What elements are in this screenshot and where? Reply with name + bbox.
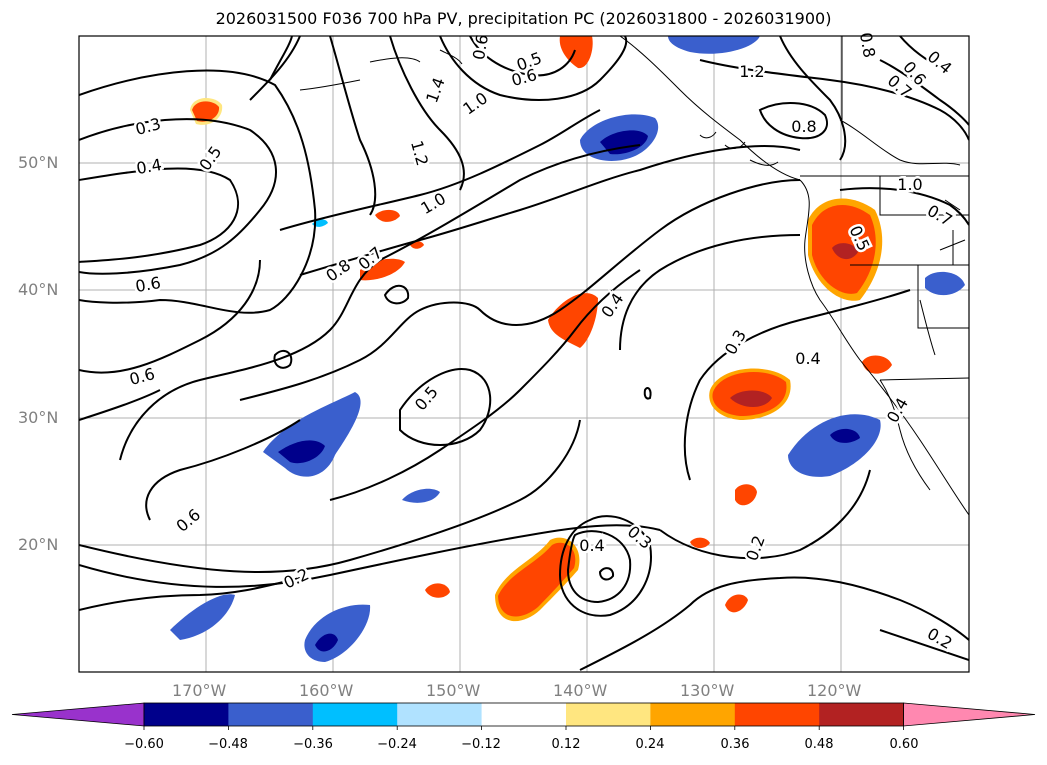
lat-label-50: 50°N bbox=[18, 153, 59, 172]
contour-label: 0.2 bbox=[742, 533, 769, 563]
contour-label: 0.4 bbox=[924, 47, 956, 78]
map-title: 2026031500 F036 700 hPa PV, precipitatio… bbox=[215, 9, 832, 28]
colorbar-tick: −0.48 bbox=[208, 737, 248, 752]
lat-label-20: 20°N bbox=[18, 535, 59, 554]
contour-label: 1.0 bbox=[417, 189, 449, 218]
lon-label-160w: 160°W bbox=[299, 681, 354, 700]
pv-contours bbox=[79, 36, 969, 671]
lon-label-140w: 140°W bbox=[553, 681, 608, 700]
colorbar-tick: 0.48 bbox=[804, 737, 834, 752]
contour-label: 1.4 bbox=[422, 75, 449, 105]
contour-label: 0.4 bbox=[135, 155, 163, 178]
contour-label: 0.8 bbox=[791, 117, 816, 136]
contour-label: 0.3 bbox=[133, 114, 163, 139]
colorbar-tick: −0.12 bbox=[461, 737, 501, 752]
boundaries bbox=[800, 36, 969, 381]
gridlines bbox=[79, 36, 969, 672]
lon-label-170w: 170°W bbox=[172, 681, 227, 700]
contour-label: 1.0 bbox=[897, 175, 922, 194]
colorbar-tick: −0.36 bbox=[293, 737, 333, 752]
contour-label: 0.4 bbox=[597, 289, 627, 321]
lon-label-120w: 120°W bbox=[807, 681, 862, 700]
colorbar-tick: 0.60 bbox=[889, 737, 919, 752]
precip-positive-areas bbox=[190, 36, 892, 622]
colorbar-tick: −0.24 bbox=[377, 737, 417, 752]
lat-label-30: 30°N bbox=[18, 408, 59, 427]
contour-label: 0.5 bbox=[411, 382, 442, 414]
colorbar-tick: 0.36 bbox=[720, 737, 750, 752]
lon-label-150w: 150°W bbox=[426, 681, 481, 700]
contour-label: 1.0 bbox=[459, 88, 491, 118]
contour-label: 0.4 bbox=[579, 536, 604, 555]
colorbar-tick: 0.24 bbox=[635, 737, 665, 752]
contour-label: 1.2 bbox=[739, 62, 764, 81]
contour-label: 0.4 bbox=[795, 349, 820, 368]
contour-label: 0.2 bbox=[924, 624, 956, 653]
lon-label-130w: 130°W bbox=[680, 681, 735, 700]
contour-label: 0.4 bbox=[883, 394, 912, 426]
contour-label: 0.6 bbox=[134, 273, 162, 296]
coastlines bbox=[299, 36, 969, 516]
colorbar-tick: −0.60 bbox=[124, 737, 164, 752]
lat-label-40: 40°N bbox=[18, 280, 59, 299]
contour-label: 0.6 bbox=[172, 505, 204, 536]
precip-negative-areas bbox=[170, 36, 965, 662]
colorbar-tick: 0.12 bbox=[551, 737, 581, 752]
map-frame bbox=[78, 35, 970, 673]
contour-label: 0.8 bbox=[856, 31, 879, 59]
contour-label: 0.6 bbox=[509, 65, 539, 90]
